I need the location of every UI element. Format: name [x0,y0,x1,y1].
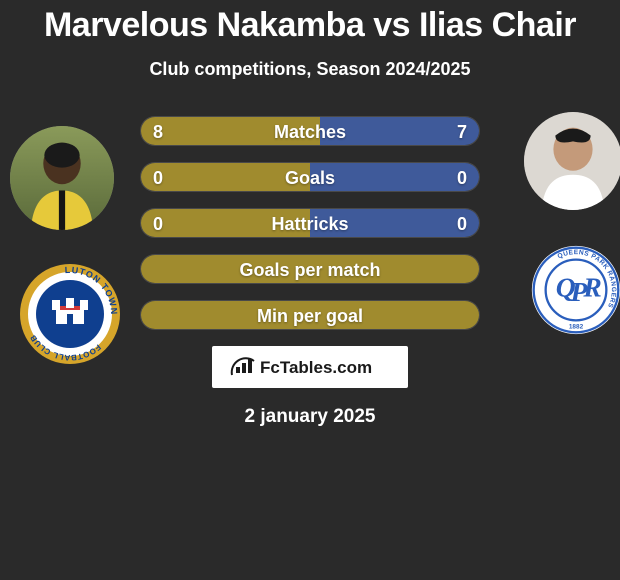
player-left-avatar [10,126,114,230]
stat-bar: 00Goals [140,162,480,192]
bar-label: Min per goal [141,301,479,329]
bar-label: Matches [141,117,479,145]
svg-text:R: R [582,271,601,302]
stat-bar: Goals per match [140,254,480,284]
luton-badge-icon: LUTON TOWN FOOTBALL CLUB [20,264,120,364]
player-left-avatar-svg [10,126,114,230]
subtitle: Club competitions, Season 2024/2025 [0,59,620,80]
qpr-badge-icon: QUEENS PARK RANGERS 1882 Q P R [530,244,620,336]
svg-text:1882: 1882 [569,324,584,331]
content-area: LUTON TOWN FOOTBALL CLUB [0,116,620,428]
comparison-card: Marvelous Nakamba vs Ilias Chair Club co… [0,0,620,580]
bar-label: Goals per match [141,255,479,283]
stat-bars: 87Matches 00Goals 00Hattricks Goals per mat… [140,116,480,330]
player-right-avatar-svg [524,112,620,210]
fctables-brand[interactable]: FcTables.com [212,346,408,388]
fctables-logo-icon: FcTables.com [230,353,390,381]
player-left-club-badge: LUTON TOWN FOOTBALL CLUB [20,264,120,364]
bar-label: Hattricks [141,209,479,237]
bar-label: Goals [141,163,479,191]
stat-bar: 87Matches [140,116,480,146]
comparison-date: 2 january 2025 [0,406,620,428]
stat-bar: Min per goal [140,300,480,330]
svg-text:FcTables.com: FcTables.com [260,358,372,377]
player-right-club-badge: QUEENS PARK RANGERS 1882 Q P R [530,244,620,336]
player-right-avatar [524,112,620,210]
stat-bar: 00Hattricks [140,208,480,238]
page-title: Marvelous Nakamba vs Ilias Chair [0,0,620,45]
